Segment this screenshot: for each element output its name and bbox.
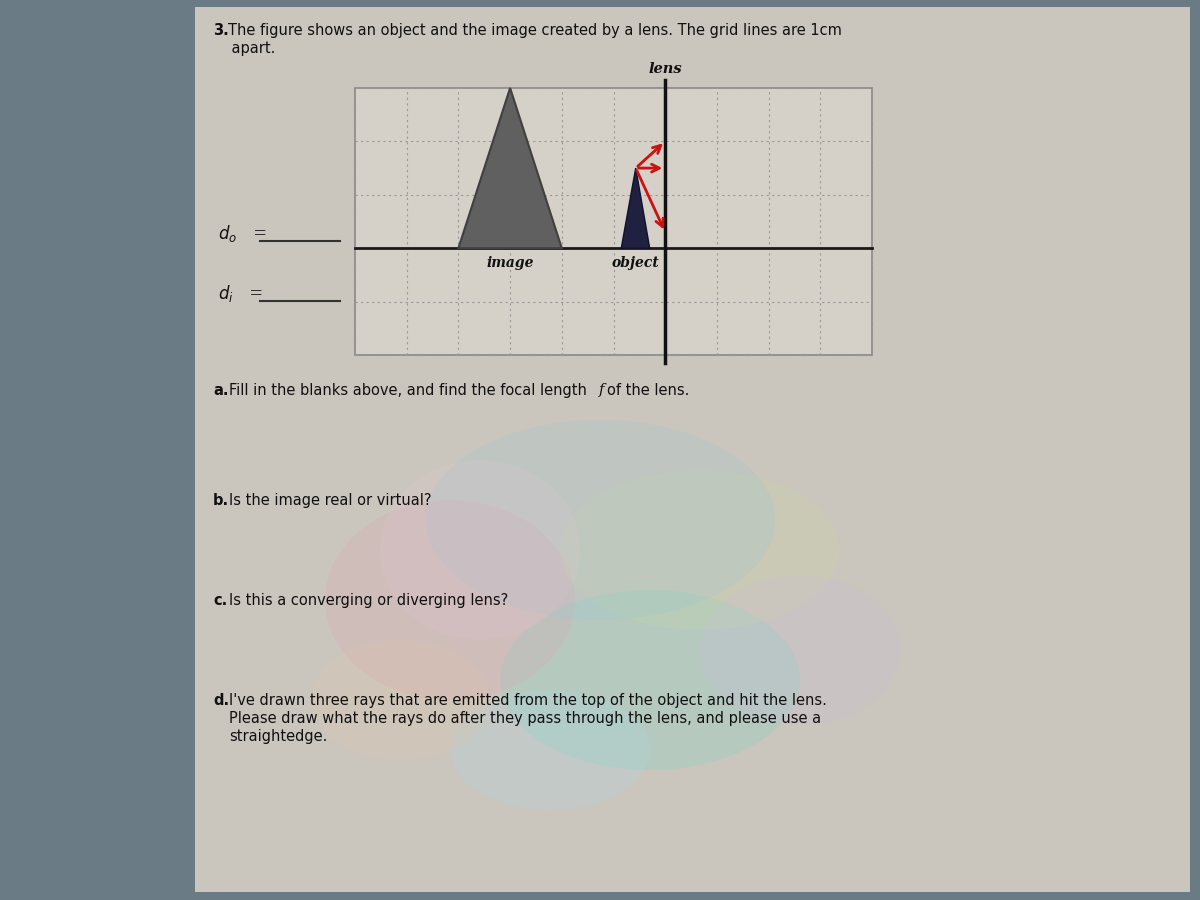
Text: $d_o$: $d_o$ bbox=[218, 222, 238, 244]
Ellipse shape bbox=[380, 460, 580, 640]
Text: c.: c. bbox=[214, 593, 227, 608]
Text: =: = bbox=[248, 225, 268, 242]
Polygon shape bbox=[458, 88, 562, 248]
Text: d.: d. bbox=[214, 693, 229, 708]
Text: I've drawn three rays that are emitted from the top of the object and hit the le: I've drawn three rays that are emitted f… bbox=[229, 693, 827, 708]
Text: 3.: 3. bbox=[214, 23, 229, 38]
Text: The figure shows an object and the image created by a lens. The grid lines are 1: The figure shows an object and the image… bbox=[228, 23, 842, 38]
Text: a.: a. bbox=[214, 383, 228, 398]
Text: Is this a converging or diverging lens?: Is this a converging or diverging lens? bbox=[229, 593, 509, 608]
Ellipse shape bbox=[700, 575, 900, 725]
Text: object: object bbox=[612, 256, 660, 270]
Ellipse shape bbox=[310, 640, 490, 760]
Text: lens: lens bbox=[648, 62, 682, 76]
Ellipse shape bbox=[325, 500, 575, 700]
Ellipse shape bbox=[425, 420, 775, 620]
Text: $d_i$: $d_i$ bbox=[218, 283, 234, 303]
Text: b.: b. bbox=[214, 493, 229, 508]
Text: apart.: apart. bbox=[214, 41, 275, 56]
FancyBboxPatch shape bbox=[355, 88, 872, 355]
Text: straightedge.: straightedge. bbox=[229, 729, 328, 744]
Ellipse shape bbox=[500, 590, 800, 770]
Polygon shape bbox=[622, 168, 649, 248]
FancyBboxPatch shape bbox=[194, 7, 1190, 892]
Ellipse shape bbox=[560, 470, 840, 630]
Text: of the lens.: of the lens. bbox=[607, 383, 689, 398]
Ellipse shape bbox=[450, 690, 650, 810]
Text: =: = bbox=[244, 284, 263, 302]
Text: image: image bbox=[486, 256, 534, 270]
Text: f: f bbox=[599, 383, 605, 397]
Text: Please draw what the rays do after they pass through the lens, and please use a: Please draw what the rays do after they … bbox=[229, 711, 821, 726]
Text: Is the image real or virtual?: Is the image real or virtual? bbox=[229, 493, 432, 508]
Text: Fill in the blanks above, and find the focal length: Fill in the blanks above, and find the f… bbox=[229, 383, 592, 398]
